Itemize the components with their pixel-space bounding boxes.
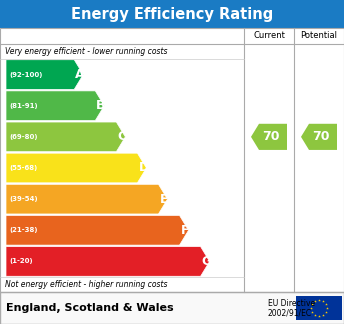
Polygon shape [301,124,337,150]
Text: (92-100): (92-100) [9,72,42,77]
Text: C: C [117,130,127,143]
Text: Not energy efficient - higher running costs: Not energy efficient - higher running co… [5,280,168,289]
Text: A: A [75,68,85,81]
Text: (21-38): (21-38) [9,227,37,233]
Bar [0,292,344,324]
Polygon shape [6,91,104,121]
Text: Potential: Potential [301,31,337,40]
Bar [0,0,344,28]
Text: Very energy efficient - lower running costs: Very energy efficient - lower running co… [5,47,168,56]
Polygon shape [6,122,125,152]
Polygon shape [6,215,189,245]
Text: 2002/91/EC: 2002/91/EC [268,308,312,318]
Text: F: F [181,224,189,237]
Text: (1-20): (1-20) [9,259,33,264]
Text: (55-68): (55-68) [9,165,37,171]
Text: Energy Efficiency Rating: Energy Efficiency Rating [71,6,273,21]
Text: B: B [96,99,106,112]
Polygon shape [6,153,147,183]
Polygon shape [251,124,287,150]
Text: (81-91): (81-91) [9,103,37,109]
Bar [296,296,342,320]
Text: (39-54): (39-54) [9,196,37,202]
Text: England, Scotland & Wales: England, Scotland & Wales [6,303,174,313]
Text: G: G [202,255,212,268]
Bar [0,28,344,292]
Polygon shape [6,60,83,89]
Polygon shape [6,247,209,276]
Text: 70: 70 [312,130,330,143]
Polygon shape [6,184,168,214]
Text: 70: 70 [262,130,280,143]
Text: E: E [160,193,168,206]
Text: (69-80): (69-80) [9,134,37,140]
Text: Current: Current [253,31,285,40]
Text: EU Directive: EU Directive [268,298,315,307]
Text: D: D [138,161,149,175]
